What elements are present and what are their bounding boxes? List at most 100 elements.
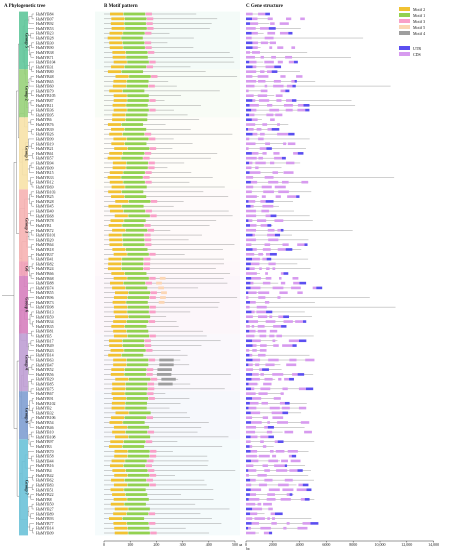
utr-box — [292, 84, 296, 88]
cds-box — [297, 291, 303, 295]
motif-2-box — [107, 267, 122, 271]
utr-box — [274, 512, 283, 516]
cds-box — [249, 171, 261, 174]
cds-box — [262, 416, 269, 419]
motif-4-box — [156, 373, 172, 376]
utr-box — [246, 301, 250, 304]
gene-label: HuMYB78 — [36, 219, 54, 223]
cds-box — [252, 373, 259, 376]
motif-5-box — [160, 296, 166, 299]
utr-box — [296, 195, 300, 198]
cds-box — [284, 478, 293, 482]
gene-label: HuMYB96 — [36, 296, 54, 300]
motif-1-box — [127, 296, 150, 299]
cds-box — [250, 512, 258, 516]
cds-box — [250, 450, 258, 453]
cds-box — [258, 483, 267, 487]
motif-2-box — [112, 286, 126, 290]
motif-1-box — [126, 329, 149, 333]
gene-label: HuMYB66 — [36, 272, 54, 276]
cds-box — [249, 267, 255, 270]
cds-box — [265, 252, 270, 256]
motif-1-box — [123, 440, 146, 444]
cds-box — [264, 84, 268, 88]
utr-box — [246, 320, 249, 323]
cds-box — [264, 377, 273, 381]
cds-box — [284, 377, 290, 381]
motif-1-box — [124, 368, 147, 372]
cds-box — [251, 31, 258, 35]
group-label: G6 — [25, 266, 30, 271]
cds-box — [246, 79, 257, 83]
motif-3-box — [146, 17, 154, 21]
motif-3-box — [144, 233, 151, 237]
panel-b-title: B Motif pattern — [104, 4, 138, 9]
cds-box — [246, 185, 254, 189]
utr-box — [302, 320, 307, 323]
utr-box — [269, 252, 277, 256]
motif-2-box — [113, 320, 127, 323]
gene-label: HuMYB16 — [36, 464, 54, 468]
utr-box — [246, 104, 250, 107]
utr-box — [246, 46, 253, 49]
utr-box — [246, 310, 252, 314]
cds-box — [291, 46, 296, 49]
motif-3-box — [145, 31, 152, 35]
cds-box — [252, 344, 257, 347]
gene-label: HuMYB14 — [36, 354, 54, 358]
motif-4-box — [159, 363, 174, 367]
utr-box — [246, 161, 250, 165]
cds-box — [246, 123, 256, 126]
utr-box — [246, 132, 253, 136]
cds-box — [256, 305, 267, 309]
cds-box — [248, 526, 251, 530]
motif-1-box — [124, 416, 147, 420]
gene-label: HuMYB43 — [36, 349, 54, 353]
cds-box — [250, 435, 258, 439]
structure-axis-label: 4000 — [296, 542, 304, 547]
motif-1-box — [121, 262, 144, 266]
cds-box — [275, 195, 281, 198]
gene-label: HuMYB48 — [36, 75, 54, 79]
cds-box — [280, 392, 284, 395]
utr-box — [271, 128, 280, 131]
structure-axis-label: 8000 — [349, 542, 357, 547]
cds-box — [264, 301, 270, 304]
utr-box — [246, 401, 250, 405]
cds-box — [271, 411, 283, 415]
legend-swatch — [399, 46, 410, 50]
motif-axis-label: 300 — [180, 542, 186, 547]
motif-1-box — [126, 161, 149, 165]
cds-box — [264, 243, 271, 246]
motif-1-box — [122, 238, 145, 242]
cds-box — [265, 142, 271, 146]
cds-box — [249, 60, 257, 64]
group-band — [19, 333, 28, 392]
cds-box — [267, 31, 276, 35]
utr-box — [246, 397, 253, 400]
cds-box — [267, 228, 275, 232]
cds-box — [260, 70, 265, 73]
motif-2-box — [113, 276, 127, 280]
motif-3-box — [149, 305, 156, 309]
utr-box — [246, 60, 250, 64]
cds-box — [251, 51, 260, 54]
motif-2-box — [111, 478, 125, 482]
utr-box — [246, 152, 252, 155]
cds-box — [279, 291, 288, 295]
motif-2-box — [108, 190, 122, 194]
cds-box — [252, 339, 261, 343]
motif-3-box — [147, 430, 155, 434]
cds-box — [260, 200, 266, 203]
motif-3-box — [148, 387, 155, 391]
motif-1-box — [128, 315, 151, 319]
motif-2-box — [112, 469, 126, 472]
utr-box — [246, 421, 252, 424]
cds-box — [250, 262, 260, 266]
legend-label: Motif 4 — [413, 30, 426, 36]
utr-box — [246, 17, 252, 21]
utr-box — [246, 277, 252, 280]
motif-1-box — [123, 281, 146, 285]
cds-box — [246, 36, 252, 40]
cds-box — [246, 425, 257, 429]
